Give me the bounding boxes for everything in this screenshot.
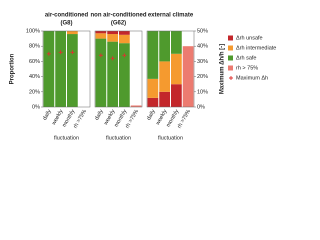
bar-segment [95, 38, 107, 107]
marker [58, 50, 63, 55]
bar-segment [147, 78, 159, 98]
bar-segment [182, 46, 194, 107]
marker [110, 56, 115, 61]
legend-swatch [228, 65, 233, 71]
legend-label: rh > 75% [236, 65, 258, 71]
bar-segment [107, 31, 118, 35]
bar-segment [130, 105, 142, 107]
y-tick-label: 80% [29, 44, 40, 50]
panel-title: air-conditioned [45, 13, 89, 19]
legend-label: Δrh intermediate [236, 45, 276, 51]
bar-segment [55, 31, 66, 107]
bar-segment [171, 84, 182, 107]
panel-subtitle: (G62) [111, 21, 126, 27]
y2-tick-label: 10% [197, 89, 208, 95]
legend-swatch [228, 45, 233, 51]
legend-swatch [228, 55, 233, 61]
panel-title: non air-conditioned [91, 13, 147, 19]
bar-segment [43, 31, 55, 107]
bar-segment [67, 34, 78, 107]
bar-segment [95, 31, 107, 34]
legend-label: Maximum Δh [236, 75, 268, 81]
marker [70, 50, 75, 55]
y-tick-label: 20% [29, 89, 40, 95]
plot-frame [42, 30, 91, 108]
legend-label: Δrh safe [236, 55, 257, 61]
bar-segment [107, 34, 118, 42]
y2-axis-label: Maximum Δh/h [-] [220, 44, 226, 94]
bar-segment [171, 53, 182, 85]
chart: air-conditioned (G8) 0% 20% 40% 60% 80% 100% Pro… [10, 13, 277, 142]
legend-label: Δrh unsafe [236, 35, 263, 41]
bar-segment [159, 91, 170, 107]
bar-segment [119, 31, 130, 35]
x-tick-label: daily [146, 109, 157, 122]
y2-tick-label: 0% [197, 104, 205, 110]
bar-segment [159, 61, 170, 92]
marker [46, 51, 51, 56]
bar-segment [147, 97, 159, 107]
y2-tick-label: 20% [197, 74, 208, 80]
bar-segment [67, 31, 78, 35]
bar-segment [107, 41, 118, 107]
y-tick-label: 40% [29, 74, 40, 80]
y2-tick-label: 40% [197, 44, 208, 50]
legend-marker [229, 76, 233, 80]
y-tick-label: 60% [29, 59, 40, 65]
x-axis-label: fluctuation [106, 135, 131, 141]
y-tick-label: 100% [26, 28, 40, 34]
bar-segment [159, 31, 170, 62]
bar-segment [171, 31, 182, 54]
x-axis-label: fluctuation [54, 135, 79, 141]
bar-segment [119, 34, 130, 44]
y-tick-label: 0% [32, 104, 40, 110]
y2-tick-label: 30% [197, 59, 208, 65]
marker [122, 53, 127, 58]
plot-frame [94, 30, 143, 108]
panel-title: external climate [148, 13, 194, 19]
x-axis-label: fluctuation [158, 135, 183, 141]
legend-swatch [228, 35, 233, 41]
marker [98, 53, 103, 58]
bar-segment [95, 33, 107, 39]
y-axis-label: Proportion [10, 53, 16, 84]
panel-subtitle: (G8) [61, 21, 73, 27]
x-tick-label: daily [94, 109, 105, 122]
y2-tick-label: 50% [197, 28, 208, 34]
bar-segment [119, 43, 130, 107]
x-tick-label: daily [42, 109, 53, 122]
bar-segment [147, 31, 159, 79]
plot-frame [146, 30, 195, 108]
